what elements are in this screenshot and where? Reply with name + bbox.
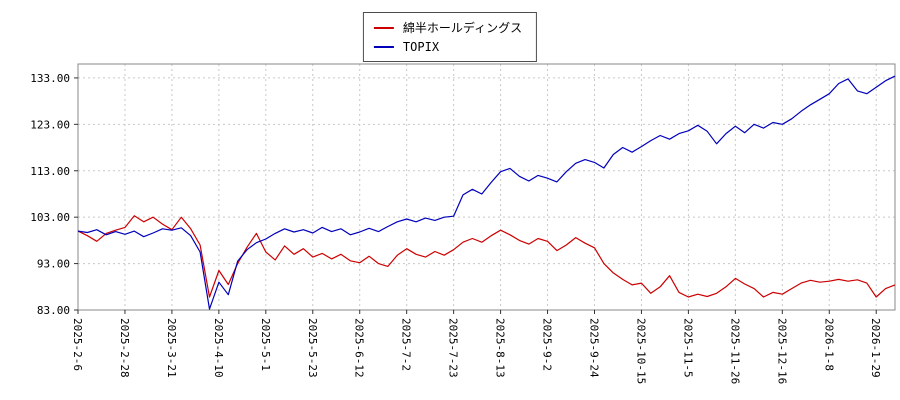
- y-axis-tick-label: 123.00: [30, 118, 70, 131]
- x-axis-tick-label: 2025-9-24: [587, 318, 600, 378]
- series-line-watahan: [77, 215, 896, 298]
- x-axis-tick-label: 2025-11-26: [728, 318, 741, 384]
- x-axis-tick-label: 2025-12-16: [775, 318, 788, 384]
- y-axis-tick-label: 113.00: [30, 165, 70, 178]
- x-axis-tick-label: 2025-3-21: [165, 318, 178, 378]
- x-axis-tick-label: 2025-5-1: [259, 318, 272, 371]
- chart-legend: 綿半ホールディングス TOPIX: [362, 12, 538, 62]
- legend-entry-topix: TOPIX: [373, 37, 522, 56]
- x-axis-tick-label: 2025-5-23: [306, 318, 319, 378]
- y-axis-tick-label: 133.00: [30, 72, 70, 85]
- x-axis-tick-label: 2025-7-2: [400, 318, 413, 371]
- x-axis-tick-label: 2025-10-15: [634, 318, 647, 384]
- y-axis-tick-label: 83.00: [37, 304, 70, 317]
- x-axis-tick-label: 2026-1-29: [869, 318, 882, 378]
- legend-line-sample-red: [373, 26, 394, 29]
- y-axis-tick-label: 93.00: [37, 258, 70, 271]
- x-axis-tick-label: 2025-2-28: [118, 318, 131, 378]
- x-axis-tick-label: 2025-8-13: [494, 318, 507, 378]
- legend-label-topix: TOPIX: [402, 39, 440, 54]
- legend-label-watahan: 綿半ホールディングス: [402, 21, 523, 35]
- x-axis-tick-label: 2025-4-10: [212, 318, 225, 378]
- x-axis-tick-label: 2025-11-5: [681, 318, 694, 378]
- legend-entry-watahan: 綿半ホールディングス: [373, 18, 523, 37]
- y-axis-tick-label: 103.00: [30, 211, 70, 224]
- x-axis-tick-label: 2025-7-23: [447, 318, 460, 378]
- plot-border: [77, 63, 896, 311]
- series-line-topix: [77, 75, 896, 310]
- x-axis-tick-label: 2025-6-12: [353, 318, 366, 378]
- x-axis-tick-label: 2025-2-6: [71, 318, 84, 371]
- x-axis-tick-label: 2025-9-2: [541, 318, 554, 371]
- x-axis-tick-label: 2026-1-8: [822, 318, 835, 371]
- legend-line-sample-blue: [373, 45, 394, 48]
